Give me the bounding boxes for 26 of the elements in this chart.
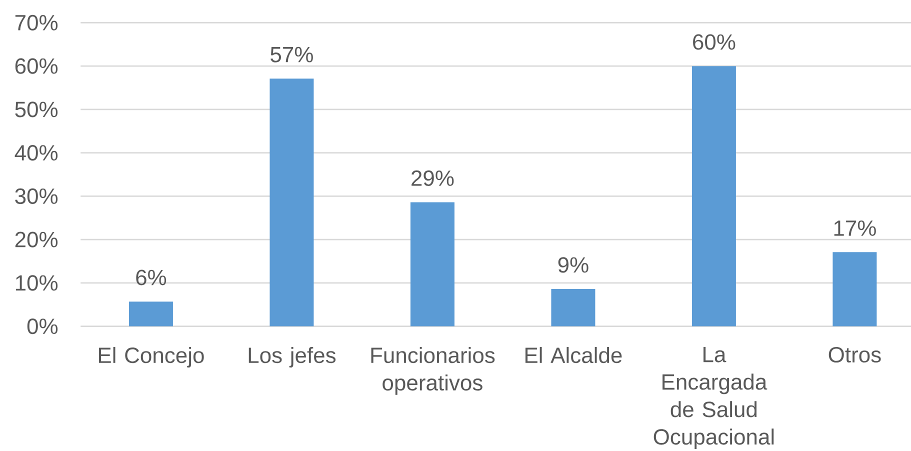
x-tick-label: La Encargada de Salud Ocupacional xyxy=(654,346,774,450)
x-tick-label: Otros xyxy=(828,346,881,363)
x-tick-label: Funcionarios operativos xyxy=(371,346,495,395)
y-tick-label: 20% xyxy=(15,232,58,248)
data-label: 9% xyxy=(558,257,588,273)
bar xyxy=(410,202,454,326)
x-tick-label: El Alcalde xyxy=(525,346,622,364)
bar xyxy=(692,66,736,326)
data-label: 57% xyxy=(270,46,313,62)
x-tick-label: El Concejo xyxy=(98,346,204,368)
y-tick-label: 30% xyxy=(15,188,58,204)
data-label: 29% xyxy=(412,170,454,186)
bar xyxy=(832,252,877,326)
bar xyxy=(551,289,596,326)
y-tick-label: 40% xyxy=(14,145,58,161)
y-tick-label: 10% xyxy=(16,275,58,291)
data-label: 17% xyxy=(834,220,876,236)
y-tick-label: 0% xyxy=(27,318,58,334)
y-tick-label: 70% xyxy=(15,14,58,30)
data-label: 6% xyxy=(136,270,166,286)
bar xyxy=(270,78,314,326)
x-tick-label: Los jefes xyxy=(248,346,336,368)
y-tick-label: 60% xyxy=(15,58,58,74)
data-label: 60% xyxy=(693,34,736,50)
y-tick-label: 50% xyxy=(15,102,58,118)
bar xyxy=(128,302,173,326)
